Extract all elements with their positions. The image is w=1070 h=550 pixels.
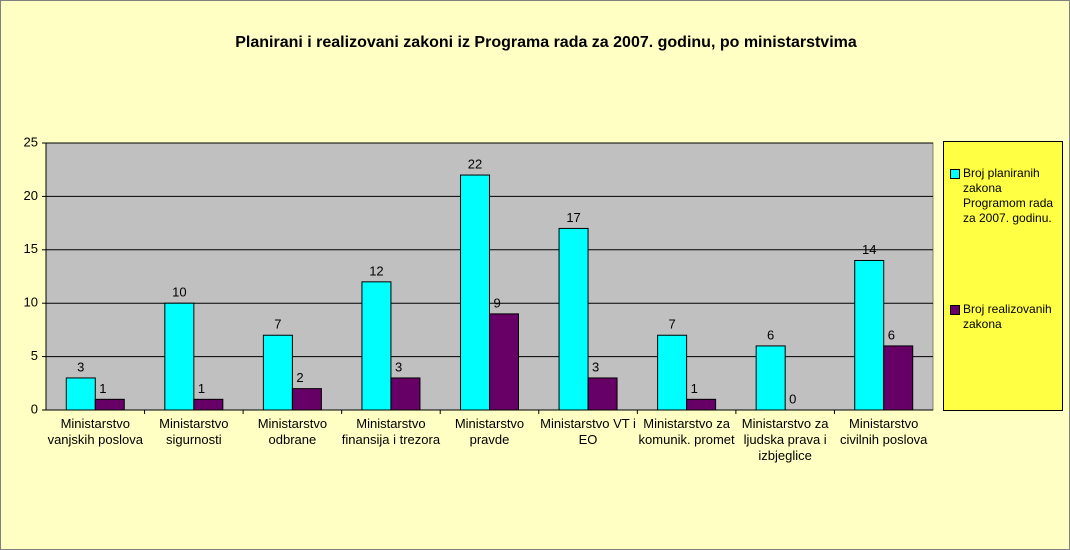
data-label: 2 [296,370,303,385]
bar [291,388,322,411]
bar [164,302,195,411]
bar [193,398,224,411]
y-tick-label: 0 [31,401,38,416]
chart-title: Planirani i realizovani zakoni iz Progra… [235,34,857,51]
data-label: 0 [789,391,796,406]
bar [390,377,421,411]
y-tick-label: 15 [24,241,38,256]
data-label: 6 [888,327,895,342]
data-label: 1 [198,381,205,396]
bar [686,398,717,411]
data-label: 14 [862,242,876,257]
data-label: 17 [566,210,580,225]
x-tick-label: Ministarstvo pravde [454,416,525,447]
x-tick-label: Ministarstvo za ljudska prava i izbjegli… [741,416,829,463]
y-tick-label: 25 [24,134,38,149]
legend-label: Broj realizovanih zakona [963,302,1052,331]
bar [558,227,589,411]
data-label: 10 [172,285,186,300]
data-label: 1 [691,381,698,396]
bar [755,345,786,411]
y-tick-label: 5 [31,348,38,363]
data-label: 3 [77,359,84,374]
x-tick-label: Ministarstvo VT i EO [540,416,636,447]
x-tick-label: Ministarstvo vanjskih poslova [47,416,143,447]
bar [65,377,96,411]
data-label: 9 [494,295,501,310]
x-tick-label: Ministarstvo za komunik. promet [638,416,735,447]
bar [587,377,618,411]
bar [361,281,392,411]
data-label: 3 [395,359,402,374]
legend-marker [950,169,960,179]
bar [854,259,885,411]
x-tick-label: Ministarstvo sigurnosti [159,416,229,447]
data-label: 12 [369,263,383,278]
data-label: 6 [767,327,774,342]
y-tick-label: 10 [24,295,38,310]
x-tick-label: Ministarstvo civilnih poslova [839,416,928,447]
data-label: 3 [592,359,599,374]
bar [460,174,490,411]
bar [489,313,519,411]
legend-label: Broj planiranih zakona Programom rada za… [963,166,1054,225]
bar [883,345,914,411]
x-tick-label: Ministarstvo odbrane [257,416,328,447]
data-label: 7 [274,317,281,332]
y-tick-label: 20 [24,188,38,203]
data-label: 7 [668,317,675,332]
bar [262,334,293,411]
bar [94,398,125,411]
data-label: 22 [468,156,482,171]
x-tick-label: Ministarstvo finansija i trezora [341,416,441,447]
bar [657,334,688,411]
legend-marker [950,305,960,315]
legend: Broj planiranih zakona Programom rada za… [943,141,1063,411]
data-label: 1 [99,381,106,396]
